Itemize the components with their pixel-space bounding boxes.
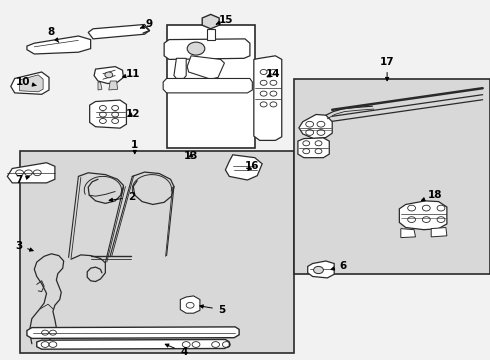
Polygon shape (7, 163, 55, 183)
Polygon shape (164, 39, 250, 59)
Text: 13: 13 (184, 150, 198, 161)
Text: 5: 5 (200, 305, 225, 315)
Polygon shape (207, 29, 215, 40)
Polygon shape (94, 67, 123, 84)
Text: 4: 4 (165, 344, 188, 357)
Text: 1: 1 (131, 140, 138, 154)
Polygon shape (11, 72, 49, 94)
Polygon shape (431, 228, 447, 237)
Polygon shape (163, 78, 252, 93)
Bar (20, 151, 294, 353)
Text: 12: 12 (126, 109, 141, 119)
Text: 7: 7 (15, 175, 29, 185)
Text: 9: 9 (141, 19, 153, 30)
Polygon shape (254, 56, 282, 140)
Text: 11: 11 (122, 69, 141, 79)
Text: 10: 10 (16, 77, 36, 87)
Polygon shape (298, 138, 329, 158)
Text: 3: 3 (15, 240, 33, 251)
Polygon shape (37, 339, 229, 349)
Polygon shape (180, 296, 200, 313)
Polygon shape (187, 56, 224, 79)
Polygon shape (20, 75, 43, 92)
Circle shape (105, 72, 113, 78)
Text: 15: 15 (216, 15, 234, 25)
Polygon shape (401, 229, 416, 238)
Text: 17: 17 (380, 57, 394, 81)
Text: 16: 16 (245, 161, 260, 171)
Circle shape (187, 42, 205, 55)
Text: 14: 14 (266, 69, 281, 79)
Bar (294, 79, 490, 274)
Polygon shape (399, 201, 447, 230)
Text: 18: 18 (421, 190, 442, 201)
Polygon shape (90, 100, 126, 128)
Polygon shape (98, 82, 102, 90)
Polygon shape (109, 81, 118, 90)
Text: 8: 8 (48, 27, 59, 42)
Bar (167, 25, 255, 148)
Text: 6: 6 (331, 261, 346, 271)
Polygon shape (225, 155, 262, 180)
Polygon shape (88, 24, 149, 39)
Polygon shape (27, 327, 239, 338)
Polygon shape (174, 58, 186, 78)
Polygon shape (308, 261, 334, 278)
Text: 2: 2 (109, 192, 135, 202)
Circle shape (314, 266, 323, 274)
Polygon shape (27, 36, 91, 54)
Polygon shape (299, 114, 332, 139)
Polygon shape (202, 14, 219, 29)
